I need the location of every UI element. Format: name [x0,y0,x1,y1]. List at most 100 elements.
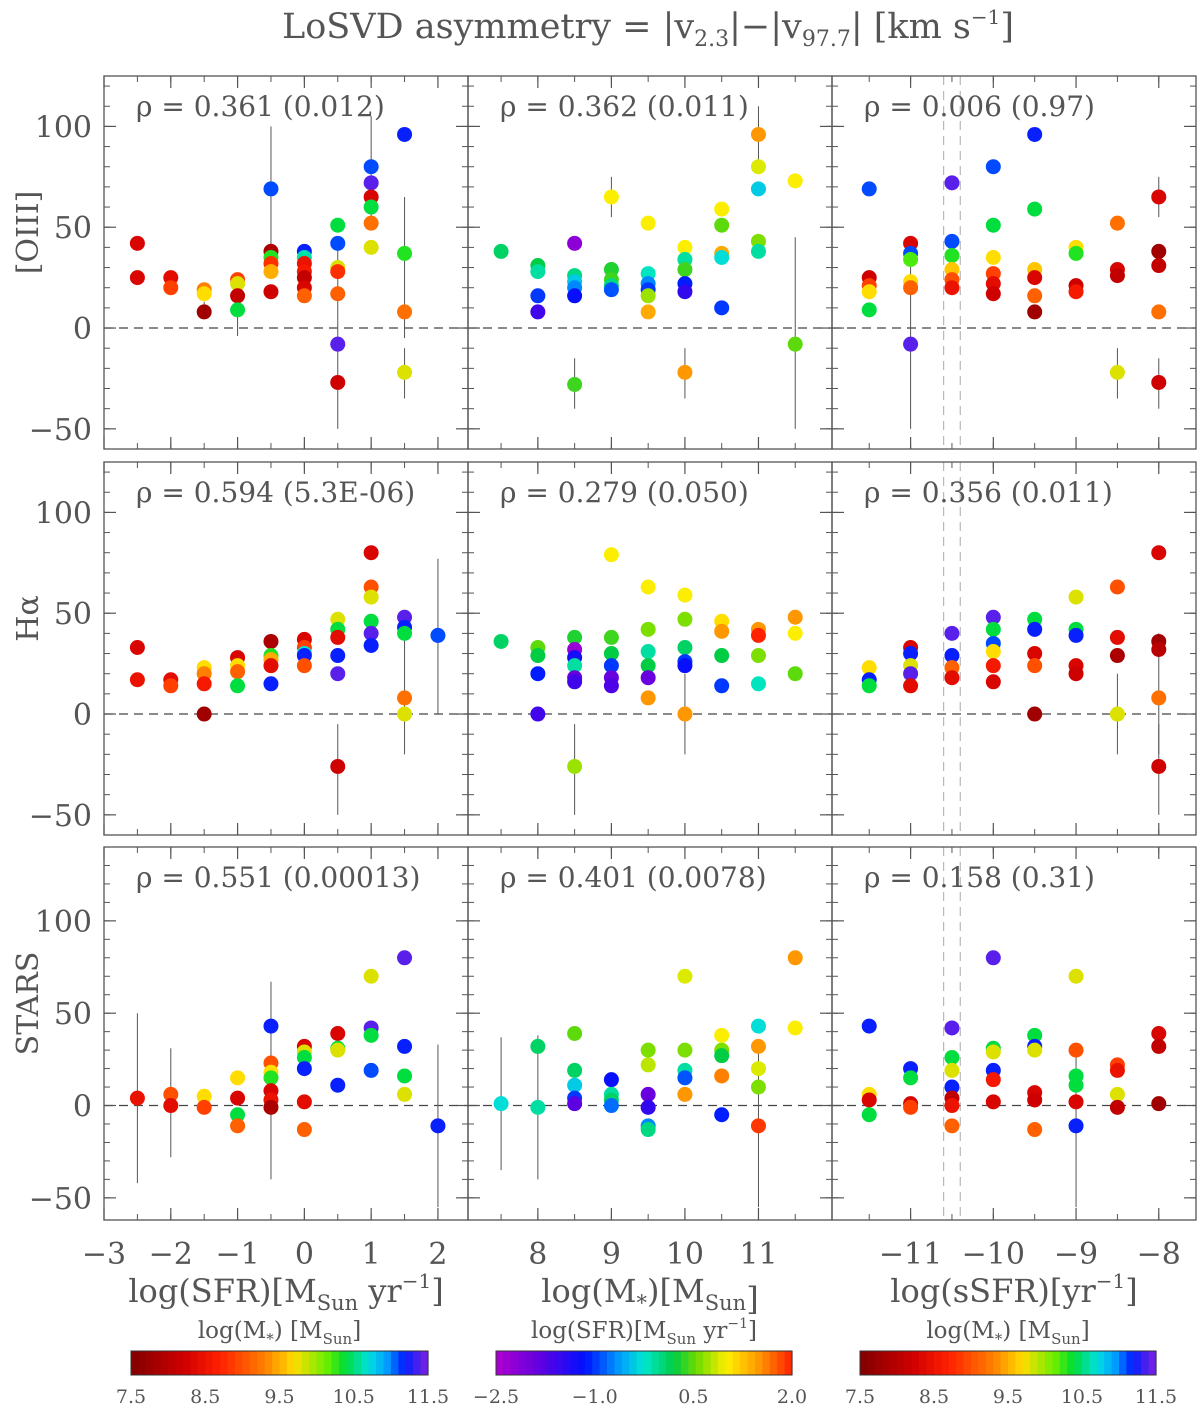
data-point [985,1044,1001,1060]
colorbar-segment [1111,1351,1120,1375]
data-point [567,376,583,392]
data-point [714,201,730,217]
data-point [330,1077,346,1093]
colorbar-segment [681,1351,689,1375]
x-tick-label: 2 [428,1237,447,1272]
data-point [944,233,960,249]
colorbar-segment [331,1351,340,1375]
colorbar-segment [1141,1351,1150,1375]
data-point [787,950,803,966]
title-part: |−|v [729,7,802,47]
x-label-part: ] [431,1272,443,1310]
data-point [263,1099,279,1115]
data-point [567,674,583,690]
data-point [640,690,656,706]
colorbar-tick-label: 10.5 [1061,1386,1103,1407]
data-point [1151,304,1167,320]
data-point [567,1096,583,1112]
data-point [640,1099,656,1115]
colorbar-segment [190,1351,199,1375]
data-point [230,678,246,694]
colorbar-segment [1059,1351,1068,1375]
data-point [363,215,379,231]
colorbar-segment [732,1351,741,1375]
data-point [1068,1042,1084,1058]
data-point [263,1070,279,1086]
title-part: ] [1000,7,1014,47]
colorbar-segment [934,1351,942,1375]
colorbar-segment [1126,1351,1135,1375]
data-point [787,666,803,682]
data-point [1151,243,1167,259]
data-point [363,199,379,215]
data-point [397,304,413,320]
data-point [787,336,803,352]
data-point [677,706,693,722]
data-point [363,1027,379,1043]
data-point [787,1020,803,1036]
data-point [985,249,1001,265]
data-point [861,284,877,300]
data-point [230,1107,246,1123]
colorbar-segment [383,1351,392,1375]
data-point [750,126,766,142]
data-point [944,280,960,296]
data-point [750,1018,766,1034]
data-point [714,648,730,664]
data-point [230,288,246,304]
data-point [397,1086,413,1102]
colorbar-segment [889,1351,898,1375]
y-tick-label: 50 [54,997,92,1032]
colorbar-segment [301,1351,310,1375]
colorbar-segment [510,1351,519,1375]
colorbar-segment [911,1351,920,1375]
data-point [296,1050,312,1066]
data-point [493,633,509,649]
data-point [263,633,279,649]
colorbar-segment [518,1351,527,1375]
data-point [1109,648,1125,664]
data-point [677,611,693,627]
data-point [1027,1042,1043,1058]
panel-2-1: 8 9 10 11 ρ = 0.401 (0.0078) [467,846,833,1272]
panel-frame [831,846,1197,1221]
colorbar-segment [874,1351,883,1375]
data-point [1027,658,1043,674]
colorbar-segment [324,1351,333,1375]
cb-title-sub: * [995,1330,1003,1348]
data-point [1027,201,1043,217]
data-point [163,1098,179,1114]
data-point [1151,1026,1167,1041]
colorbar-segment [547,1351,556,1375]
data-point [296,288,312,304]
x-tick-label: 10 [666,1237,704,1272]
data-point [677,639,693,655]
colorbar-segment [205,1351,214,1375]
data-point [397,950,413,966]
colorbar-segment [1015,1351,1024,1375]
colorbar-segment [919,1351,928,1375]
colorbar-segment [413,1351,422,1375]
colorbar-segment [621,1351,630,1375]
colorbar-segment [353,1351,362,1375]
cb-title-sub: Sun [323,1330,353,1348]
data-point [985,1094,1001,1110]
x-tick-label: −1 [215,1237,259,1272]
data-point [330,286,346,302]
x-label-part: ] [1125,1272,1137,1310]
data-point [363,613,379,629]
x-tick-label: 11 [739,1237,777,1272]
colorbar-segment [145,1351,154,1375]
data-point [163,280,179,296]
colorbar-segment [860,1351,868,1375]
data-point [397,245,413,261]
panel-0-0: −50 0 50 100 ρ = 0.361 (0.012) [OIII] [11,75,469,450]
colorbar-segment [599,1351,608,1375]
y-tick-label: −50 [29,1182,92,1217]
data-point [677,658,693,674]
colorbar-segment [540,1351,549,1375]
data-point [750,1118,766,1134]
data-point [567,288,583,304]
colorbar-segment [636,1351,645,1375]
colorbar-segment [651,1351,660,1375]
